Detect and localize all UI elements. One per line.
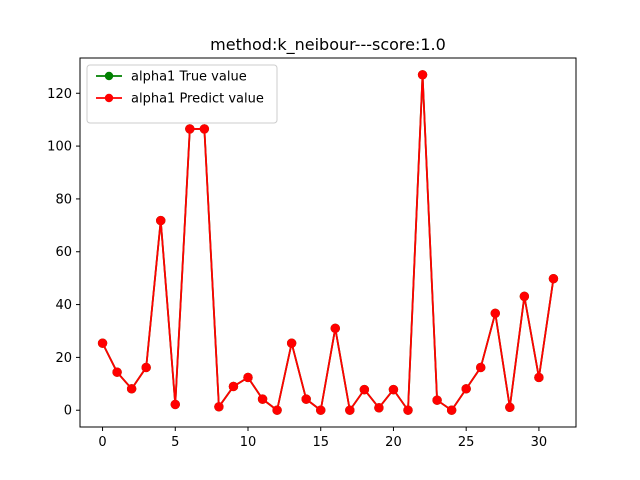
data-point — [243, 372, 253, 383]
data-point — [141, 362, 151, 373]
y-tick-label: 40 — [55, 298, 72, 313]
data-point — [112, 367, 122, 377]
data-point — [505, 402, 515, 413]
data-point — [228, 381, 239, 392]
y-tick-label: 80 — [55, 192, 72, 207]
data-point — [286, 338, 297, 348]
x-tick-label: 5 — [171, 435, 179, 450]
y-tick-label: 120 — [47, 87, 72, 102]
data-point — [257, 394, 268, 404]
data-point — [272, 405, 282, 415]
data-point — [316, 405, 326, 415]
data-point — [170, 399, 180, 410]
legend-label: alpha1 True value — [131, 70, 247, 85]
x-tick-label: 15 — [312, 435, 329, 450]
data-point — [534, 372, 544, 383]
data-point — [301, 394, 311, 404]
legend-item: alpha1 Predict value — [96, 92, 264, 107]
data-point — [126, 384, 137, 394]
legend-label: alpha1 Predict value — [131, 92, 264, 107]
data-point — [156, 215, 166, 226]
x-tick-label: 10 — [240, 435, 257, 450]
data-point — [476, 362, 486, 373]
x-tick-label: 30 — [531, 435, 548, 450]
y-tick-label: 60 — [55, 245, 72, 260]
data-point — [388, 384, 399, 395]
data-point — [345, 405, 355, 415]
legend-box — [86, 64, 278, 124]
data-point — [417, 70, 428, 80]
y-tick-label: 0 — [64, 404, 72, 419]
data-point — [461, 384, 471, 394]
legend-item: alpha1 True value — [96, 70, 247, 85]
data-point — [548, 273, 559, 284]
data-point — [359, 384, 370, 395]
series-2 — [97, 70, 559, 415]
legend: alpha1 True value alpha1 Predict value — [86, 64, 278, 124]
series-layer — [97, 70, 559, 415]
data-point — [330, 323, 340, 334]
y-axis: 0 20 40 60 80 100 120 — [47, 87, 80, 419]
data-point — [97, 338, 108, 348]
data-point — [432, 395, 442, 405]
y-tick-label: 100 — [47, 140, 72, 155]
data-point — [490, 308, 500, 318]
x-tick-label: 20 — [385, 435, 402, 450]
x-tick-label: 25 — [458, 435, 475, 450]
legend-marker — [104, 93, 114, 103]
y-tick-label: 20 — [55, 351, 72, 366]
data-point — [199, 124, 210, 134]
chart-title: method:k_neibour---score:1.0 — [210, 35, 446, 55]
data-point — [403, 405, 413, 415]
x-tick-label: 0 — [98, 435, 106, 450]
data-point — [519, 291, 530, 302]
legend-marker — [104, 71, 114, 81]
data-point — [446, 405, 457, 415]
x-axis: 0 5 10 15 20 25 30 — [98, 427, 547, 450]
plot-area-frame — [79, 57, 577, 428]
data-point — [185, 124, 195, 134]
data-point — [374, 403, 384, 413]
data-point — [214, 402, 224, 412]
